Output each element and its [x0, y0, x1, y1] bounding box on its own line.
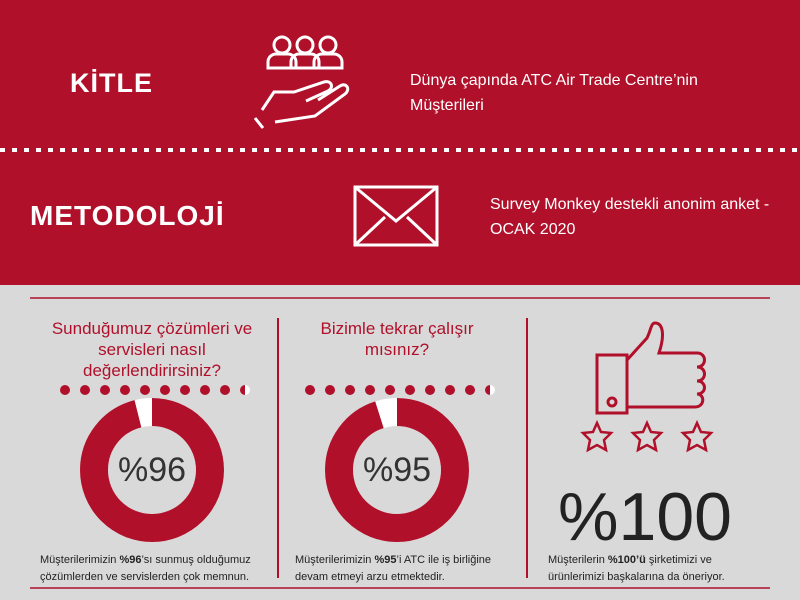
caption-part: Müşterilerin — [548, 554, 608, 566]
donut-label: %95 — [363, 451, 431, 489]
stars-icon — [580, 419, 714, 453]
header-band — [0, 0, 800, 285]
caption: Müşterilerin %100’ü şirketimizi ve ürünl… — [548, 552, 768, 586]
dot — [220, 385, 230, 395]
dot — [180, 385, 190, 395]
section-text: Survey Monkey destekli anonim anket - OC… — [490, 196, 770, 238]
dot — [240, 385, 245, 395]
envelope-icon — [353, 185, 439, 247]
dot — [445, 385, 455, 395]
caption-part: ’i ATC ile iş birliğine devam etmeyi arz… — [295, 554, 492, 583]
donut-label: %96 — [118, 451, 186, 489]
dot — [140, 385, 150, 395]
section-title: METODOLOJİ — [30, 200, 225, 231]
dot — [465, 385, 475, 395]
caption-bold: %95 — [374, 554, 397, 566]
caption-part: şirketimizi ve ürünlerimizi başkalarına … — [548, 554, 725, 583]
donut-arc — [80, 398, 224, 542]
question: Sunduğumuz çözümleri ve servisleri nasıl… — [51, 319, 253, 380]
dot — [385, 385, 395, 395]
section-text: Dünya çapında ATC Air Trade Centre’nin M… — [410, 72, 698, 114]
dot — [120, 385, 130, 395]
section-title: KİTLE — [70, 68, 153, 98]
caption: Müşterilerimizin %95’i ATC ile iş birliğ… — [295, 552, 525, 586]
caption: Müşterilerimizin %96’sı sunmuş olduğumuz… — [40, 552, 280, 586]
dot — [485, 385, 490, 395]
thumbs-up-icon — [595, 321, 706, 415]
dot — [305, 385, 315, 395]
caption-bold: %96 — [119, 554, 142, 566]
dot — [405, 385, 415, 395]
dot — [345, 385, 355, 395]
dot — [325, 385, 335, 395]
dot — [80, 385, 90, 395]
dot — [200, 385, 210, 395]
donut-arc — [325, 398, 469, 542]
dot — [425, 385, 435, 395]
dot — [100, 385, 110, 395]
caption-part: ’sı sunmuş olduğumuz çözümlerden ve serv… — [40, 554, 251, 583]
dot — [365, 385, 375, 395]
big-number: %100 — [558, 479, 732, 555]
caption-part: Müşterilerimizin — [295, 554, 375, 566]
question: Bizimle tekrar çalışır mısınız? — [320, 319, 474, 359]
audience-icon — [253, 35, 350, 129]
caption-bold: %100’ü — [607, 554, 646, 566]
dot — [60, 385, 70, 395]
caption-part: Müşterilerimizin — [40, 554, 120, 566]
dot — [160, 385, 170, 395]
